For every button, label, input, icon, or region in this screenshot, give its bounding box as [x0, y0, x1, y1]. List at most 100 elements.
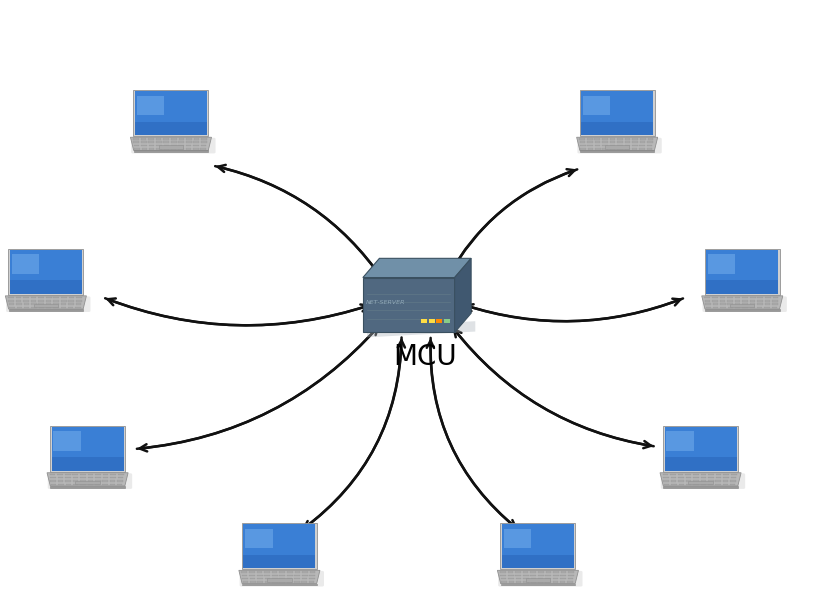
- Bar: [250, 581, 255, 583]
- Bar: [65, 480, 71, 482]
- Bar: [602, 145, 608, 146]
- Bar: [133, 138, 138, 140]
- Bar: [553, 571, 559, 573]
- Bar: [560, 571, 566, 573]
- Bar: [679, 484, 684, 485]
- Bar: [76, 296, 82, 298]
- Bar: [133, 142, 139, 143]
- Bar: [663, 480, 669, 482]
- Bar: [302, 575, 308, 576]
- Bar: [666, 431, 694, 451]
- Bar: [58, 473, 63, 475]
- Bar: [73, 484, 78, 485]
- Polygon shape: [363, 259, 471, 278]
- Bar: [163, 138, 169, 140]
- Bar: [530, 571, 536, 573]
- Bar: [587, 145, 593, 146]
- Bar: [279, 575, 285, 576]
- Bar: [16, 296, 21, 298]
- Bar: [279, 578, 285, 580]
- Bar: [156, 142, 162, 143]
- Bar: [38, 296, 44, 298]
- Bar: [538, 581, 544, 583]
- FancyArrowPatch shape: [137, 328, 378, 449]
- Bar: [523, 575, 529, 576]
- Bar: [560, 581, 565, 583]
- Bar: [148, 138, 154, 140]
- Bar: [701, 477, 706, 478]
- Bar: [686, 477, 691, 478]
- Bar: [287, 578, 293, 580]
- Bar: [264, 571, 270, 573]
- Bar: [66, 484, 71, 485]
- Bar: [500, 523, 575, 570]
- Bar: [23, 296, 29, 298]
- Bar: [764, 307, 770, 308]
- Polygon shape: [455, 259, 471, 332]
- Bar: [678, 477, 684, 478]
- Bar: [68, 307, 73, 308]
- Bar: [663, 473, 668, 475]
- Bar: [272, 578, 278, 580]
- Bar: [712, 300, 718, 301]
- Bar: [500, 571, 505, 573]
- Bar: [735, 300, 741, 301]
- Bar: [708, 480, 714, 482]
- Bar: [686, 484, 691, 485]
- Bar: [757, 307, 762, 308]
- Bar: [610, 138, 615, 140]
- Bar: [665, 458, 736, 470]
- Bar: [757, 296, 763, 298]
- Bar: [504, 529, 531, 548]
- Bar: [671, 484, 676, 485]
- Bar: [516, 581, 521, 583]
- Bar: [141, 142, 147, 143]
- Bar: [109, 484, 115, 485]
- Bar: [429, 319, 435, 323]
- Text: MCU: MCU: [394, 343, 457, 371]
- Bar: [53, 431, 81, 451]
- Bar: [722, 484, 728, 485]
- Bar: [50, 426, 125, 472]
- Bar: [530, 581, 536, 583]
- Bar: [10, 249, 82, 293]
- FancyArrowPatch shape: [463, 299, 681, 321]
- Bar: [617, 142, 623, 143]
- Bar: [580, 145, 585, 146]
- Bar: [538, 578, 544, 580]
- Bar: [553, 578, 558, 580]
- Bar: [16, 300, 22, 301]
- Bar: [727, 300, 733, 301]
- Bar: [272, 581, 278, 583]
- FancyArrowPatch shape: [302, 340, 405, 530]
- Polygon shape: [363, 278, 455, 332]
- Bar: [38, 300, 44, 301]
- Bar: [309, 575, 315, 576]
- Bar: [705, 309, 780, 310]
- Bar: [568, 571, 574, 573]
- Bar: [65, 473, 71, 475]
- Bar: [301, 581, 307, 583]
- Bar: [88, 484, 93, 485]
- Bar: [38, 307, 44, 308]
- Bar: [103, 484, 108, 485]
- Bar: [80, 480, 86, 482]
- Bar: [68, 296, 74, 298]
- Bar: [617, 138, 623, 140]
- Bar: [530, 578, 536, 580]
- Bar: [158, 145, 183, 149]
- Bar: [50, 473, 55, 475]
- Bar: [242, 571, 247, 573]
- Bar: [178, 138, 184, 140]
- Bar: [88, 480, 93, 482]
- Bar: [602, 148, 608, 149]
- Bar: [610, 148, 615, 149]
- Bar: [249, 571, 254, 573]
- Bar: [95, 473, 101, 475]
- Bar: [765, 300, 771, 301]
- Bar: [501, 581, 507, 583]
- Bar: [95, 480, 101, 482]
- Bar: [706, 249, 778, 293]
- Bar: [8, 309, 83, 310]
- Bar: [625, 148, 630, 149]
